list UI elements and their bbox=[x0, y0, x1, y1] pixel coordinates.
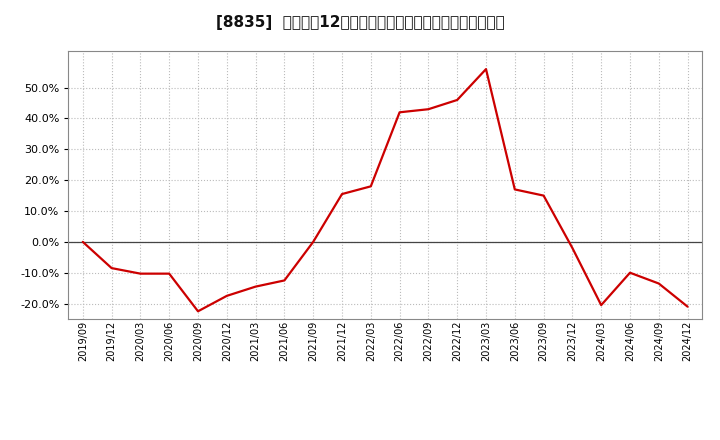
Text: [8835]  売上高の12か月移動合計の対前年同期増減率の推移: [8835] 売上高の12か月移動合計の対前年同期増減率の推移 bbox=[215, 15, 505, 30]
